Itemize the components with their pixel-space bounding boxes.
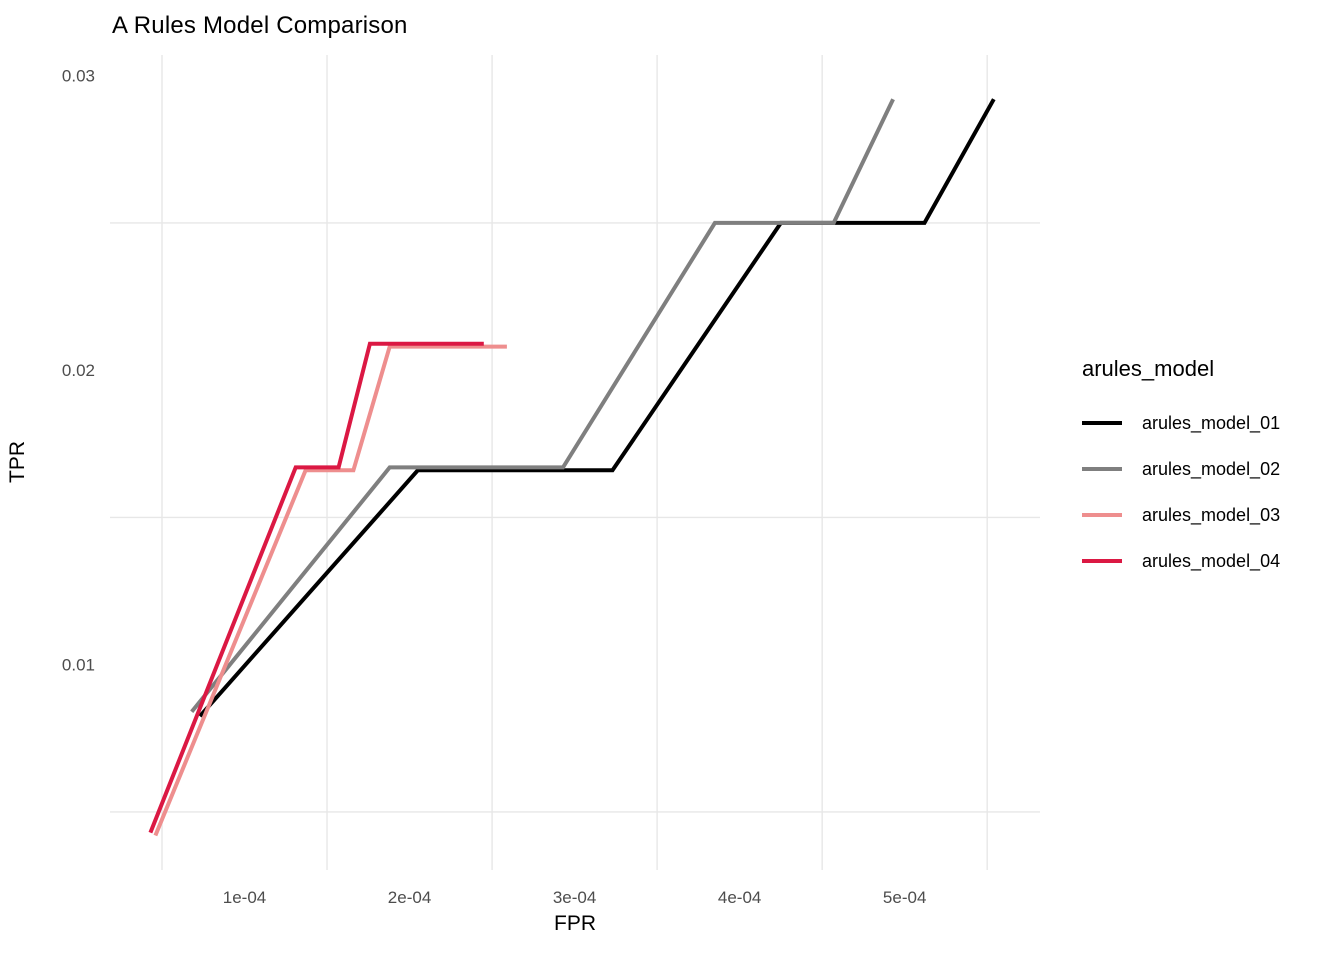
legend-item-arules_model_02: arules_model_02 xyxy=(1082,446,1280,492)
x-tick-label: 4e-04 xyxy=(718,888,761,907)
legend-items: arules_model_01 arules_model_02 arules_mod… xyxy=(1082,400,1280,584)
y-tick-label: 0.03 xyxy=(62,67,95,86)
legend-item-label: arules_model_03 xyxy=(1142,504,1281,525)
legend-key-line xyxy=(1082,559,1122,563)
legend-item-label: arules_model_01 xyxy=(1142,412,1281,433)
legend: arules_model arules_model_01 arules_model… xyxy=(1082,356,1280,584)
legend-title: arules_model xyxy=(1082,356,1215,381)
legend-item-arules_model_04: arules_model_04 xyxy=(1082,538,1280,584)
x-tick-label: 2e-04 xyxy=(388,888,431,907)
legend-key-line xyxy=(1082,467,1122,471)
x-tick-label: 1e-04 xyxy=(223,888,266,907)
series-line-arules_model_02 xyxy=(190,98,895,714)
legend-key-line xyxy=(1082,513,1122,517)
legend-item-arules_model_01: arules_model_01 xyxy=(1082,400,1280,446)
legend-item-label: arules_model_02 xyxy=(1142,458,1281,479)
gridlines xyxy=(110,55,1040,870)
legend-item-label: arules_model_04 xyxy=(1142,550,1281,571)
data-series-lines xyxy=(148,98,996,837)
series-line-arules_model_03 xyxy=(153,344,507,837)
x-tick-label: 5e-04 xyxy=(883,888,926,907)
legend-item-arules_model_03: arules_model_03 xyxy=(1082,492,1280,538)
series-line-arules_model_04 xyxy=(148,341,484,834)
x-tick-label: 3e-04 xyxy=(553,888,596,907)
x-axis-tick-labels: 1e-04 2e-04 3e-04 4e-04 5e-04 xyxy=(223,888,927,907)
y-tick-label: 0.01 xyxy=(62,656,95,675)
y-tick-label: 0.02 xyxy=(62,361,95,380)
x-axis-title: FPR xyxy=(554,912,596,935)
y-axis-title: TPR xyxy=(6,441,29,483)
y-axis-tick-labels: 0.01 0.02 0.03 xyxy=(62,67,95,675)
legend-key-line xyxy=(1082,421,1122,425)
series-line-arules_model_01 xyxy=(198,98,996,718)
chart-title: A Rules Model Comparison xyxy=(112,12,408,39)
